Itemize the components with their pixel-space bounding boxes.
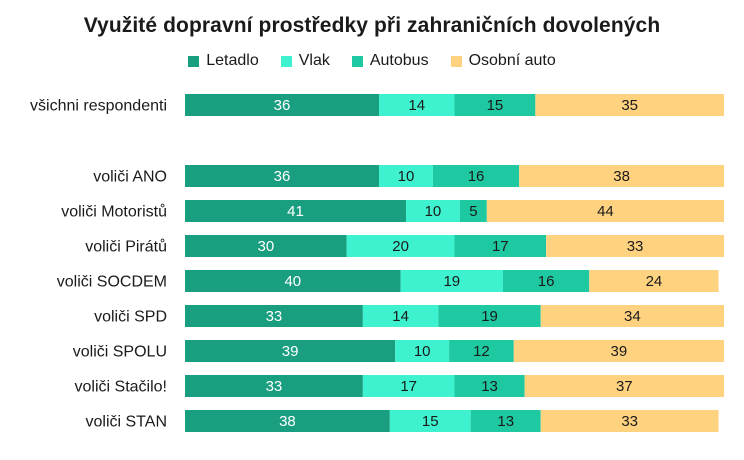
category-label: voliči Motoristů	[61, 203, 167, 221]
legend-item: Autobus	[351, 52, 429, 70]
data-label: 34	[624, 308, 641, 325]
data-label: 38	[613, 168, 630, 185]
legend-swatch	[351, 55, 363, 67]
bar-segment	[185, 270, 401, 292]
bar-segment	[185, 340, 396, 362]
data-label: 39	[282, 343, 299, 360]
bar-segment	[459, 200, 487, 222]
data-label: 17	[492, 238, 509, 255]
bar-segment	[185, 94, 380, 116]
data-label: 37	[616, 378, 633, 395]
bar-segment	[486, 200, 724, 222]
bar-segment	[362, 375, 455, 397]
data-label: 36	[274, 97, 291, 114]
bar-segment	[519, 165, 724, 187]
category-label: voliči SOCDEM	[57, 274, 167, 291]
bar-segment	[379, 165, 433, 187]
data-label: 33	[627, 238, 644, 255]
data-label: 12	[473, 343, 490, 360]
data-label: 19	[443, 273, 460, 290]
data-label: 44	[597, 203, 614, 220]
data-label: 20	[392, 238, 409, 255]
data-label: 33	[266, 378, 283, 395]
bar-segment	[389, 410, 471, 432]
bar-segment	[185, 410, 390, 432]
data-label: 10	[425, 203, 442, 220]
legend-label: Letadlo	[206, 52, 259, 69]
data-label: 10	[414, 343, 431, 360]
bar-segment	[185, 235, 347, 257]
bar-segment	[405, 200, 460, 222]
data-label: 40	[284, 273, 301, 290]
category-label: všichni respondenti	[30, 98, 167, 115]
bar-segment	[535, 94, 724, 116]
bar-segment	[589, 270, 719, 292]
data-label: 36	[274, 168, 291, 185]
legend-item: Osobní auto	[450, 52, 556, 70]
legend-item: Vlak	[280, 52, 330, 70]
bar-segment	[454, 235, 547, 257]
data-label: 19	[481, 308, 498, 325]
legend-item: Letadlo	[188, 52, 259, 70]
bar-segment	[470, 410, 541, 432]
data-label: 14	[392, 308, 409, 325]
data-label: 10	[398, 168, 415, 185]
bar-segment	[185, 200, 406, 222]
bar-segment	[400, 270, 504, 292]
data-label: 15	[487, 97, 504, 114]
data-label: 13	[481, 378, 498, 395]
bar-segment	[540, 305, 724, 327]
bar-segment	[454, 94, 536, 116]
data-label: 15	[422, 413, 439, 430]
data-label: 16	[538, 273, 555, 290]
legend-label: Osobní auto	[468, 52, 556, 69]
legend-swatch	[188, 55, 200, 67]
category-label: voliči ANO	[93, 169, 167, 186]
bar-segment	[503, 270, 590, 292]
data-label: 13	[497, 413, 514, 430]
data-label: 24	[646, 273, 663, 290]
data-label: 41	[287, 203, 304, 220]
legend: Letadlo Vlak Autobus Osobní auto	[0, 52, 744, 70]
bar-segment	[524, 375, 724, 397]
bar-segment	[438, 305, 541, 327]
data-label: 35	[621, 97, 638, 114]
category-label: voliči Stačilo!	[75, 379, 167, 396]
legend-label: Autobus	[369, 52, 429, 69]
data-label: 39	[611, 343, 628, 360]
bar-segment	[362, 305, 439, 327]
data-label: 33	[621, 413, 638, 430]
chart-title: Využité dopravní prostředky při zahranič…	[83, 14, 661, 37]
category-label: voliči SPD	[94, 309, 167, 326]
bar-segment	[346, 235, 455, 257]
data-label: 17	[400, 378, 417, 395]
bar-segment	[185, 375, 363, 397]
data-label: 33	[266, 308, 283, 325]
bar-segment	[449, 340, 514, 362]
data-label: 16	[468, 168, 485, 185]
legend-label: Vlak	[298, 52, 330, 69]
bar-segment	[454, 375, 525, 397]
bar-segment	[513, 340, 724, 362]
legend-swatch	[280, 55, 292, 67]
category-label: voliči SPOLU	[73, 344, 167, 361]
data-label: 14	[408, 97, 425, 114]
bar-segment	[546, 235, 724, 257]
data-label: 30	[258, 238, 275, 255]
bar-segment	[379, 94, 455, 116]
legend-swatch	[450, 55, 462, 67]
bar-segment	[395, 340, 450, 362]
bar-segment	[185, 305, 363, 327]
category-label: voliči Pirátů	[85, 238, 167, 256]
category-label: voliči STAN	[86, 414, 168, 431]
bar-segment	[185, 165, 380, 187]
data-label: 38	[279, 413, 296, 430]
bar-segment	[432, 165, 520, 187]
data-label: 5	[469, 203, 477, 220]
bar-segment	[540, 410, 719, 432]
